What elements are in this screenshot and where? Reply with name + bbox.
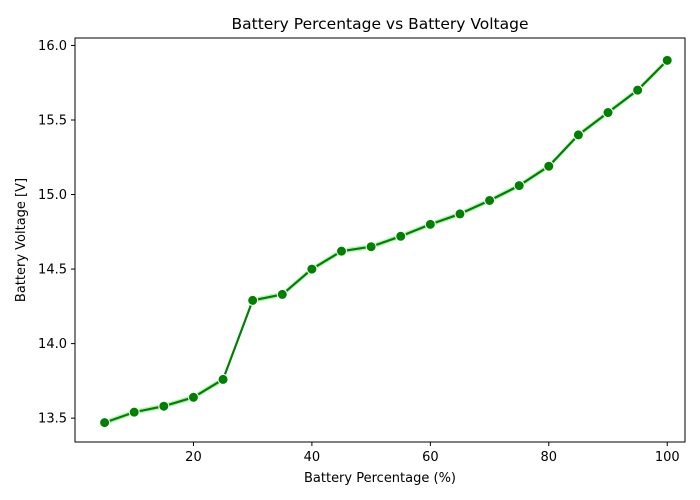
plot-frame xyxy=(74,37,686,443)
x-axis: 20 40 60 80 100 xyxy=(185,442,680,465)
data-point xyxy=(365,241,377,253)
y-tick-label: 16.0 xyxy=(38,39,67,54)
y-tick-label: 14.5 xyxy=(38,263,67,278)
data-point xyxy=(158,400,170,412)
data-point xyxy=(247,294,259,306)
x-tick-label: 40 xyxy=(304,450,321,465)
data-point xyxy=(602,107,614,119)
series-line xyxy=(104,59,669,424)
x-axis-label: Battery Percentage (%) xyxy=(304,471,456,486)
y-tick-label: 15.5 xyxy=(38,113,67,128)
data-point xyxy=(543,160,555,172)
data-point xyxy=(454,208,466,220)
data-point xyxy=(128,406,140,418)
data-point xyxy=(336,245,347,257)
x-tick-label: 60 xyxy=(422,450,439,465)
data-point xyxy=(99,417,111,429)
x-tick-label: 20 xyxy=(185,450,202,465)
chart-title: Battery Percentage vs Battery Voltage xyxy=(231,15,528,33)
data-point xyxy=(276,288,288,300)
y-tick-label: 13.5 xyxy=(38,412,67,427)
data-point xyxy=(395,230,407,242)
y-axis: 13.5 14.0 14.5 15.0 15.5 16.0 xyxy=(38,39,75,427)
data-point xyxy=(484,194,496,206)
data-point xyxy=(217,373,229,385)
data-point xyxy=(187,391,199,403)
data-point xyxy=(424,218,436,230)
data-point xyxy=(632,84,644,96)
x-tick-label: 100 xyxy=(655,450,680,465)
y-tick-label: 15.0 xyxy=(38,188,67,203)
y-axis-label: Battery Voltage [V] xyxy=(14,178,29,302)
y-tick-label: 14.0 xyxy=(38,337,67,352)
data-point xyxy=(513,180,525,192)
data-point xyxy=(306,263,318,275)
data-point xyxy=(572,129,584,141)
x-tick-label: 80 xyxy=(541,450,558,465)
plot-area xyxy=(99,54,673,429)
data-point xyxy=(661,54,673,66)
